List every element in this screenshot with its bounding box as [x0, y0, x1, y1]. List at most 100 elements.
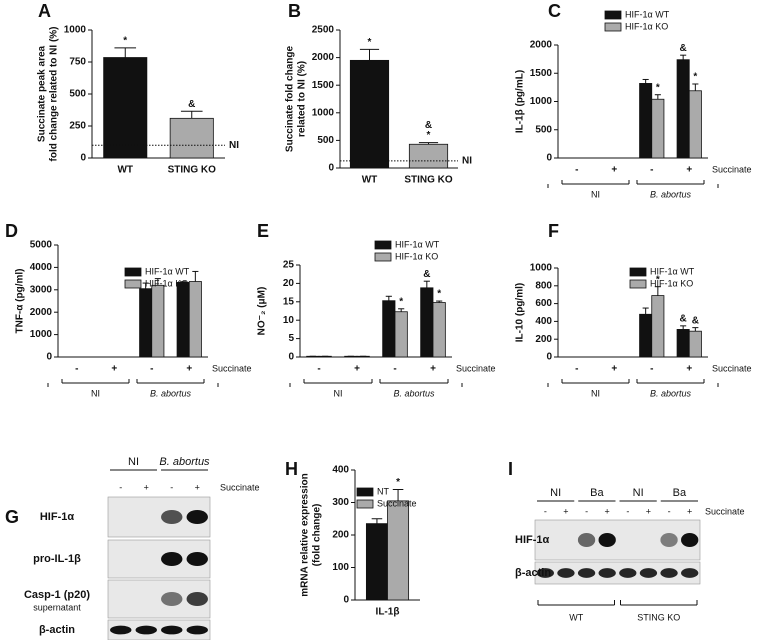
y-axis-label: Succinate peak area — [37, 45, 48, 142]
x-tick-label: - — [75, 364, 78, 375]
blot-band — [161, 625, 183, 635]
y-tick-label: 10 — [283, 315, 295, 326]
group-label: NI — [334, 388, 343, 398]
bar — [432, 302, 446, 358]
group-label: B. abortus — [650, 189, 692, 199]
treatment-label: Succinate — [705, 506, 745, 516]
bar — [365, 523, 388, 601]
blot-band — [681, 533, 699, 547]
y-tick-label: 800 — [535, 280, 552, 291]
blot-band — [161, 510, 183, 524]
bar — [688, 90, 702, 159]
y-tick-label: 1000 — [530, 96, 553, 107]
bar — [651, 98, 665, 159]
lane-label: - — [585, 506, 588, 516]
y-tick-label: 500 — [535, 124, 552, 135]
blot-row-label: Casp-1 (p20) — [24, 589, 90, 601]
x-tick-label: + — [354, 364, 360, 375]
x-tick-label: + — [611, 364, 617, 375]
blot-band — [557, 568, 575, 578]
significance-mark: & — [423, 269, 430, 280]
lane-label: + — [563, 506, 568, 516]
bar — [651, 295, 665, 358]
y-axis-label: fold change related to NI (%) — [49, 26, 60, 161]
lane-label: + — [646, 506, 651, 516]
blot-group-label: NI — [550, 487, 561, 499]
y-tick-label: 15 — [283, 296, 295, 307]
blot-band — [577, 533, 596, 547]
blot-group-label: NI — [128, 456, 139, 468]
legend-label: HIF-1α KO — [625, 21, 668, 31]
significance-mark: * — [427, 130, 431, 141]
genotype-label: WT — [569, 612, 583, 622]
bar — [103, 57, 148, 159]
blot-group-label: Ba — [590, 487, 604, 499]
y-tick-label: 5000 — [30, 240, 53, 251]
y-tick-label: 300 — [332, 497, 349, 508]
y-tick-label: 1500 — [530, 68, 553, 79]
panel-letter: E — [257, 221, 269, 241]
treatment-label: Succinate — [712, 363, 752, 373]
blot-band — [598, 568, 616, 578]
blot-row-sublabel: supernatant — [33, 602, 81, 612]
significance-mark: * — [656, 82, 660, 93]
legend-label: HIF-1α WT — [650, 266, 695, 276]
y-tick-label: 750 — [69, 57, 86, 68]
y-axis-label: IL-10 (pg/ml) — [515, 283, 526, 342]
panel-letter: B — [288, 1, 301, 21]
blot-band — [639, 568, 658, 578]
y-axis-label: NO⁻₂ (μM) — [257, 287, 268, 336]
bar — [188, 281, 202, 358]
lane-label: + — [195, 482, 200, 492]
y-tick-label: 2000 — [30, 307, 53, 318]
legend-label: HIF-1α WT — [625, 9, 670, 19]
significance-mark: * — [399, 296, 403, 307]
y-tick-label: 1000 — [30, 329, 53, 340]
legend-swatch — [356, 487, 374, 497]
x-tick-label: + — [686, 364, 692, 375]
legend-swatch — [374, 240, 392, 250]
panel-letter: A — [38, 1, 51, 21]
group-label: B. abortus — [150, 388, 192, 398]
significance-mark: & — [425, 120, 432, 131]
blot-band — [660, 568, 678, 578]
group-label: NI — [91, 388, 100, 398]
x-tick-label: + — [430, 364, 436, 375]
bar — [151, 284, 165, 358]
x-tick-label: - — [150, 364, 153, 375]
significance-mark: & — [680, 43, 687, 54]
blot-band — [186, 510, 208, 524]
bar — [169, 117, 214, 159]
group-label: B. abortus — [650, 388, 692, 398]
lane-label: + — [144, 482, 149, 492]
group-label: NI — [591, 189, 600, 199]
y-tick-label: 1500 — [312, 80, 335, 91]
legend-label: HIF-1α WT — [395, 239, 440, 249]
legend-swatch — [124, 279, 142, 289]
blot-group-label: NI — [633, 487, 644, 499]
legend-swatch — [124, 267, 142, 277]
blot-strip — [107, 619, 211, 640]
legend-swatch — [629, 279, 647, 289]
y-tick-label: 500 — [317, 135, 334, 146]
treatment-label: Succinate — [712, 164, 752, 174]
x-tick-label: STING KO — [404, 175, 453, 186]
significance-mark: * — [656, 274, 660, 285]
bar — [408, 143, 449, 169]
y-tick-label: 0 — [546, 352, 552, 363]
x-tick-label: - — [650, 364, 653, 375]
y-tick-label: 0 — [328, 163, 334, 174]
legend-swatch — [604, 10, 622, 20]
y-tick-label: 200 — [535, 334, 552, 345]
y-tick-label: 200 — [332, 530, 349, 541]
legend-label: HIF-1α KO — [650, 278, 693, 288]
x-tick-label: IL-1β — [376, 607, 400, 618]
blot-strip — [534, 561, 701, 585]
blot-band — [577, 568, 596, 578]
lane-label: - — [170, 482, 173, 492]
panel-letter: H — [285, 459, 298, 479]
x-tick-label: WT — [362, 175, 378, 186]
x-tick-label: STING KO — [168, 165, 217, 176]
panel-letter: I — [508, 459, 513, 479]
y-tick-label: 1000 — [64, 25, 87, 36]
